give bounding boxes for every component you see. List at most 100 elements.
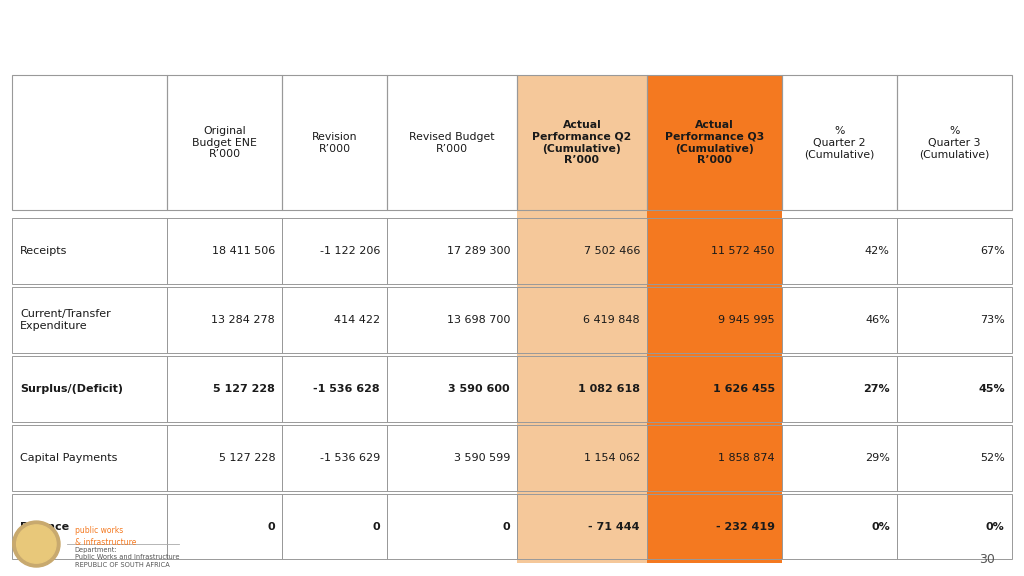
Text: 42%: 42% — [865, 246, 890, 256]
Text: 0: 0 — [373, 521, 380, 532]
Text: 1 858 874: 1 858 874 — [718, 453, 775, 463]
Text: %
Quarter 3
(Cumulative): % Quarter 3 (Cumulative) — [920, 126, 989, 160]
Text: Budget & Cash Flow Statement Summary: Budget & Cash Flow Statement Summary — [10, 22, 497, 43]
Bar — [283, 356, 387, 422]
Text: 17 289 300: 17 289 300 — [446, 246, 510, 256]
Text: 1 154 062: 1 154 062 — [584, 453, 640, 463]
Bar — [782, 218, 897, 284]
Bar — [12, 425, 167, 491]
Text: Surplus/(Deficit): Surplus/(Deficit) — [20, 384, 123, 394]
Bar — [517, 75, 647, 563]
Text: Current/Transfer
Expenditure: Current/Transfer Expenditure — [20, 309, 111, 331]
Bar — [167, 75, 283, 210]
Bar — [647, 287, 782, 353]
Text: Revised Budget
R’000: Revised Budget R’000 — [410, 132, 495, 154]
Bar — [517, 356, 647, 422]
Bar — [517, 75, 647, 210]
Text: Revision
R’000: Revision R’000 — [312, 132, 357, 154]
Bar — [782, 75, 897, 210]
Text: %
Quarter 2
(Cumulative): % Quarter 2 (Cumulative) — [804, 126, 874, 160]
Bar — [167, 425, 283, 491]
Text: Original
Budget ENE
R’000: Original Budget ENE R’000 — [193, 126, 257, 160]
Bar — [12, 218, 167, 284]
Text: 13 284 278: 13 284 278 — [211, 315, 275, 325]
Bar — [782, 356, 897, 422]
Text: 0: 0 — [267, 521, 275, 532]
Bar — [12, 494, 167, 559]
Text: Receipts: Receipts — [20, 246, 68, 256]
Text: - 71 444: - 71 444 — [589, 521, 640, 532]
Text: Actual
Performance Q2
(Cumulative)
R’000: Actual Performance Q2 (Cumulative) R’000 — [532, 120, 632, 165]
Bar — [387, 494, 517, 559]
Text: 45%: 45% — [978, 384, 1005, 394]
Circle shape — [16, 525, 56, 563]
Bar — [167, 494, 283, 559]
Bar — [387, 287, 517, 353]
Text: 5 127 228: 5 127 228 — [213, 384, 275, 394]
Text: Balance: Balance — [20, 521, 70, 532]
Bar — [897, 218, 1012, 284]
Text: 52%: 52% — [980, 453, 1005, 463]
Text: 6 419 848: 6 419 848 — [584, 315, 640, 325]
Bar — [897, 494, 1012, 559]
Bar — [517, 494, 647, 559]
Bar — [387, 425, 517, 491]
Bar — [283, 75, 387, 210]
Text: 18 411 506: 18 411 506 — [212, 246, 275, 256]
Text: -1 122 206: -1 122 206 — [319, 246, 380, 256]
Bar — [647, 75, 782, 210]
Bar — [167, 218, 283, 284]
Bar — [12, 356, 167, 422]
Text: -1 536 629: -1 536 629 — [319, 453, 380, 463]
Text: 7 502 466: 7 502 466 — [584, 246, 640, 256]
Text: 1 626 455: 1 626 455 — [713, 384, 775, 394]
Bar — [387, 356, 517, 422]
Text: 414 422: 414 422 — [334, 315, 380, 325]
Text: 11 572 450: 11 572 450 — [712, 246, 775, 256]
Bar — [782, 287, 897, 353]
Bar — [897, 75, 1012, 210]
Bar — [517, 287, 647, 353]
Bar — [647, 494, 782, 559]
Bar — [283, 287, 387, 353]
Text: 0%: 0% — [986, 521, 1005, 532]
Text: 13 698 700: 13 698 700 — [446, 315, 510, 325]
Bar — [283, 425, 387, 491]
Bar — [387, 75, 517, 210]
Text: 0%: 0% — [871, 521, 890, 532]
Bar — [897, 287, 1012, 353]
Bar — [897, 425, 1012, 491]
Text: 3 590 600: 3 590 600 — [449, 384, 510, 394]
Text: Department:
Public Works and Infrastructure
REPUBLIC OF SOUTH AFRICA: Department: Public Works and Infrastruct… — [75, 547, 179, 568]
Text: Actual
Performance Q3
(Cumulative)
R’000: Actual Performance Q3 (Cumulative) R’000 — [665, 120, 764, 165]
Bar — [517, 218, 647, 284]
Circle shape — [12, 521, 60, 567]
Text: 1 082 618: 1 082 618 — [578, 384, 640, 394]
Bar — [12, 75, 167, 210]
Text: 67%: 67% — [980, 246, 1005, 256]
Text: 46%: 46% — [865, 315, 890, 325]
Text: 73%: 73% — [980, 315, 1005, 325]
Bar — [167, 356, 283, 422]
Text: 5 127 228: 5 127 228 — [218, 453, 275, 463]
Text: 9 945 995: 9 945 995 — [718, 315, 775, 325]
Bar — [647, 425, 782, 491]
Bar — [782, 494, 897, 559]
Text: 0: 0 — [503, 521, 510, 532]
Bar — [897, 356, 1012, 422]
Text: 30: 30 — [979, 553, 995, 566]
Bar — [647, 218, 782, 284]
Text: public works
& infrastructure: public works & infrastructure — [75, 526, 136, 547]
Text: 29%: 29% — [865, 453, 890, 463]
Bar — [12, 287, 167, 353]
Bar — [517, 425, 647, 491]
Bar — [283, 218, 387, 284]
Bar — [387, 218, 517, 284]
Bar — [647, 356, 782, 422]
Text: 27%: 27% — [863, 384, 890, 394]
Bar — [167, 287, 283, 353]
Text: 3 590 599: 3 590 599 — [454, 453, 510, 463]
Text: -1 536 628: -1 536 628 — [313, 384, 380, 394]
Text: Capital Payments: Capital Payments — [20, 453, 118, 463]
Bar — [782, 425, 897, 491]
